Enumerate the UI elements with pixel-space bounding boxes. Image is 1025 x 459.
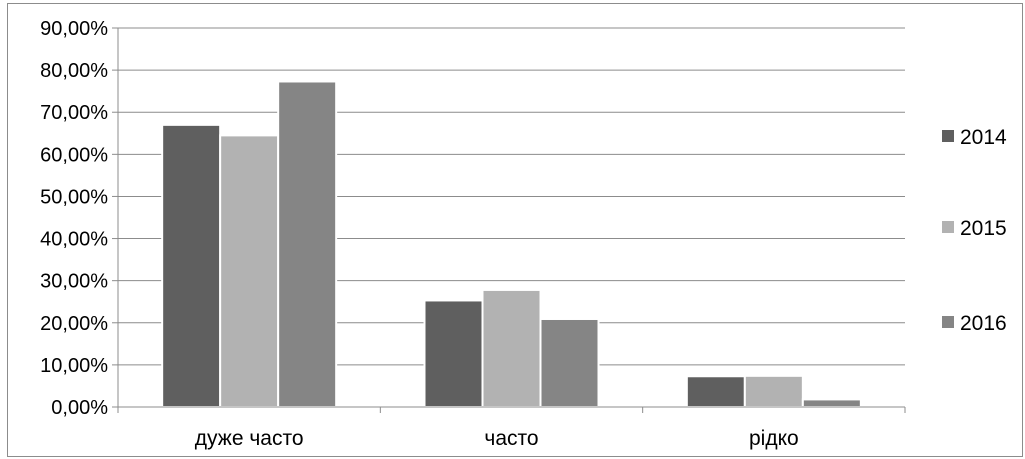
bar-2016-0 xyxy=(277,80,338,408)
y-tick-label: 0,00% xyxy=(51,397,108,419)
bar-2015-2 xyxy=(743,374,804,408)
bars xyxy=(161,80,862,409)
legend-label: 2014 xyxy=(960,126,1007,149)
bar-2016-2 xyxy=(801,398,862,409)
y-tick-label: 40,00% xyxy=(40,229,108,251)
bar-2014-1 xyxy=(423,299,484,409)
y-axis-tick-labels: 0,00% 10,00% 20,00% 30,00% 40,00% 50,00% 60,00… xyxy=(40,18,108,419)
x-category-label: часто xyxy=(484,427,538,450)
legend-swatch-2016 xyxy=(942,316,954,328)
x-category-label: дуже часто xyxy=(195,427,304,450)
legend-label: 2015 xyxy=(960,217,1007,240)
legend: 2014 2015 2016 xyxy=(942,126,1007,335)
bar-2015-0 xyxy=(219,134,280,408)
legend-swatch-2014 xyxy=(942,130,954,142)
y-tick-label: 90,00% xyxy=(40,18,108,40)
legend-label: 2016 xyxy=(960,312,1007,335)
y-tick-label: 60,00% xyxy=(40,144,108,166)
x-axis-category-labels: дуже часто часто рідко xyxy=(195,427,799,450)
y-tick-label: 80,00% xyxy=(40,60,108,82)
y-tick-label: 70,00% xyxy=(40,102,108,124)
bar-2014-0 xyxy=(161,123,222,408)
bar-2015-1 xyxy=(481,288,542,409)
y-tick-label: 30,00% xyxy=(40,271,108,293)
legend-swatch-2015 xyxy=(942,221,954,233)
y-tick-label: 20,00% xyxy=(40,313,108,335)
x-category-label: рідко xyxy=(749,427,799,450)
bar-2014-2 xyxy=(685,375,746,408)
y-tick-label: 50,00% xyxy=(40,186,108,208)
bar-2016-1 xyxy=(539,317,600,408)
axes xyxy=(112,27,906,413)
y-tick-label: 10,00% xyxy=(40,355,108,377)
